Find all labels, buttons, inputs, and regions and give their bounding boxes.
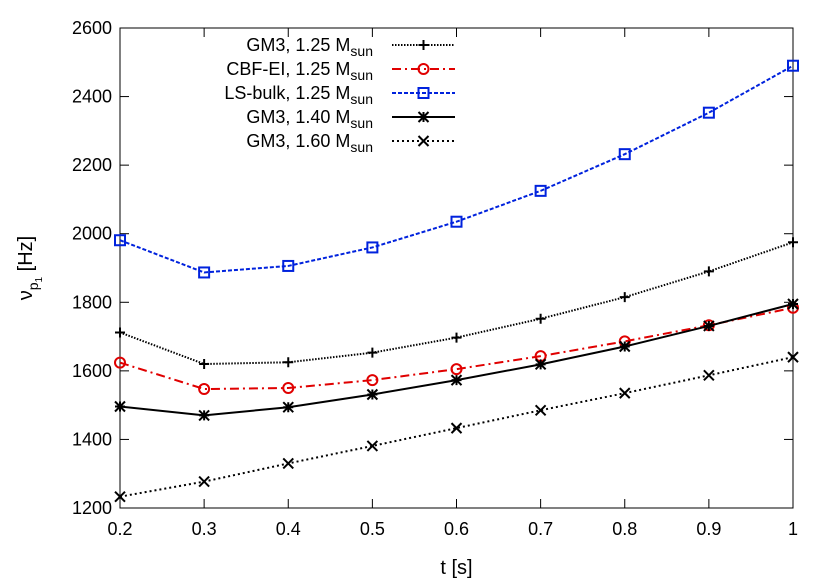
data-point (366, 388, 379, 401)
data-point (703, 266, 714, 277)
data-point (450, 422, 463, 434)
data-point (366, 374, 379, 387)
data-point (788, 237, 798, 248)
legend-marker (417, 63, 430, 75)
data-point (198, 409, 210, 422)
y-tick-label: 2600 (72, 18, 112, 38)
data-point (534, 358, 547, 371)
data-point (703, 369, 715, 382)
x-tick-label: 0.9 (696, 519, 721, 539)
legend-marker (418, 40, 429, 50)
legend-marker (417, 87, 430, 99)
data-point (282, 457, 294, 470)
data-point (367, 347, 378, 358)
x-axis: 0.2 0.3 0.4 0.5 0.6 0.7 0.8 0.9 1 (107, 28, 798, 539)
data-point (198, 266, 211, 279)
data-point (618, 148, 631, 161)
x-axis-label: t [s] (440, 557, 472, 579)
legend-label: CBF-EI, 1.25 Msun (226, 59, 373, 83)
data-point (198, 475, 210, 488)
series-4 (114, 298, 799, 422)
legend-label: GM3, 1.60 Msun (246, 131, 373, 155)
y-axis-label: νp1 [Hz] (15, 236, 45, 300)
x-tick-label: 1 (788, 519, 798, 539)
data-point (619, 387, 631, 399)
data-point (283, 357, 294, 368)
series-5 (114, 351, 799, 503)
data-point (534, 184, 547, 197)
data-point (619, 292, 630, 303)
data-point (114, 356, 126, 369)
series-line (119, 241, 794, 366)
y-tick-label: 2200 (72, 155, 112, 175)
x-tick-label: 0.6 (444, 519, 469, 539)
data-point (451, 332, 462, 343)
series-1 (115, 237, 798, 369)
y-axis: 1200 1400 1600 1800 2000 2200 2400 2600 (72, 18, 793, 518)
data-point (787, 298, 799, 310)
data-point (450, 363, 463, 376)
series-line (119, 306, 794, 391)
data-point (450, 374, 463, 386)
data-point (534, 404, 547, 416)
data-point (282, 401, 294, 413)
data-point (115, 327, 125, 338)
x-tick-label: 0.7 (528, 519, 553, 539)
legend-marker (417, 135, 430, 147)
x-tick-label: 0.4 (276, 519, 301, 539)
y-tick-label: 1400 (72, 429, 112, 449)
legend-label: LS-bulk, 1.25 Msun (224, 83, 373, 107)
data-point (199, 359, 210, 369)
y-tick-label: 1800 (72, 292, 112, 312)
legend-marker (417, 111, 430, 123)
legend-label: GM3, 1.40 Msun (246, 107, 373, 131)
series-line (119, 64, 794, 274)
data-point (282, 382, 295, 394)
data-point (282, 259, 295, 272)
data-point (619, 340, 631, 353)
data-point (787, 351, 799, 363)
x-tick-label: 0.2 (107, 519, 132, 539)
x-tick-label: 0.3 (192, 519, 217, 539)
x-tick-label: 0.5 (360, 519, 385, 539)
data-point (198, 383, 211, 396)
data-point (702, 106, 715, 119)
series-line (119, 303, 794, 417)
data-point (366, 440, 379, 452)
y-tick-label: 1200 (72, 498, 112, 518)
data-point (787, 59, 799, 72)
y-tick-label: 2400 (72, 87, 112, 107)
x-tick-label: 0.8 (612, 519, 637, 539)
y-tick-label: 1600 (72, 361, 112, 381)
data-point (366, 241, 379, 254)
series-3 (114, 59, 799, 279)
legend-label: GM3, 1.25 Msun (246, 35, 373, 59)
data-point (450, 215, 463, 228)
data-point (114, 234, 126, 247)
data-point (114, 400, 126, 413)
data-point (535, 313, 546, 324)
data-point (114, 490, 126, 503)
y-tick-label: 2000 (72, 224, 112, 244)
plot-frame (119, 27, 794, 509)
data-point (703, 320, 715, 332)
